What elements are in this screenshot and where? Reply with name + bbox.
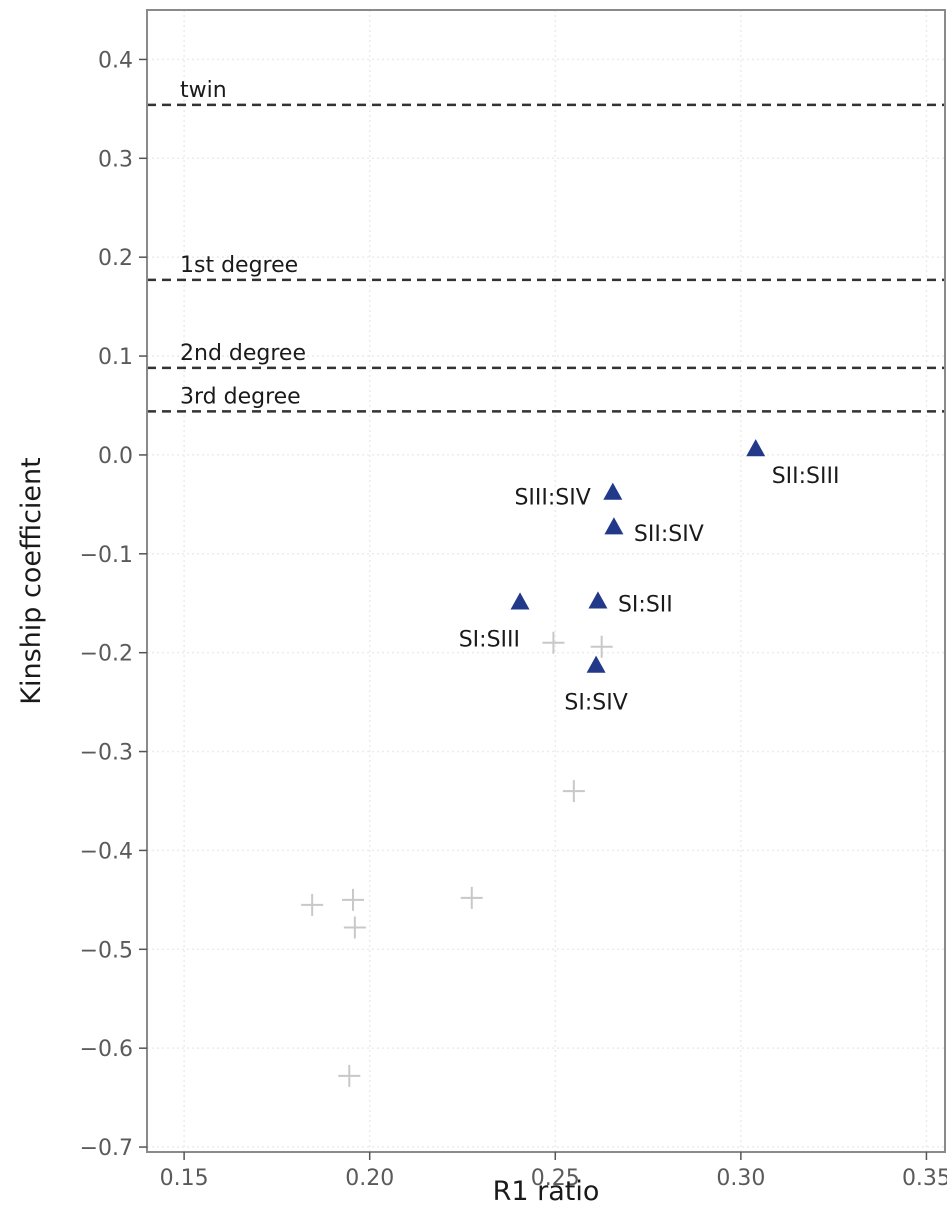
x-tick-label: 0.35 xyxy=(902,1166,947,1191)
point-label: SI:SIII xyxy=(459,627,520,652)
cross-point xyxy=(542,631,565,654)
triangle-point xyxy=(604,517,624,535)
x-axis-title: R1 ratio xyxy=(493,1176,600,1207)
cross-points xyxy=(301,631,613,1087)
cross-point xyxy=(460,886,483,909)
y-tick-label: −0.1 xyxy=(80,543,133,568)
y-tick-label: 0.2 xyxy=(98,246,133,271)
point-label: SII:SIII xyxy=(772,464,840,489)
y-tick-label: 0.3 xyxy=(98,147,133,172)
y-axis-ticks: 0.4 0.3 0.2 0.1 0.0 −0.1 −0.2 −0.3 −0.4 −0.5 −0.6 −… xyxy=(80,48,147,1161)
cross-point xyxy=(341,888,364,911)
x-tick-label: 0.15 xyxy=(160,1166,209,1191)
triangle-point xyxy=(603,482,623,500)
x-tick-label: 0.30 xyxy=(716,1166,765,1191)
cross-point xyxy=(301,893,324,916)
y-tick-label: −0.6 xyxy=(80,1037,133,1062)
reference-lines xyxy=(147,103,945,413)
reference-line-label: twin xyxy=(180,78,227,103)
y-tick-label: −0.4 xyxy=(80,839,133,864)
x-tick-label: 0.25 xyxy=(531,1166,580,1191)
y-tick-label: −0.5 xyxy=(80,938,133,963)
cross-point xyxy=(562,780,585,803)
triangle-point xyxy=(586,655,606,673)
cross-point xyxy=(338,1064,361,1087)
y-tick-label: −0.2 xyxy=(80,642,133,667)
y-axis-title: Kinship coefficient xyxy=(16,457,47,704)
plot-panel-border xyxy=(146,9,946,1153)
triangle-points xyxy=(510,439,766,673)
cross-point xyxy=(343,916,366,939)
x-axis-ticks: 0.15 0.20 0.25 0.30 0.35 xyxy=(160,1152,947,1191)
x-tick-label: 0.20 xyxy=(345,1166,394,1191)
triangle-point xyxy=(510,592,530,610)
cross-point xyxy=(590,635,613,658)
reference-line-label: 2nd degree xyxy=(180,341,306,366)
point-label: SII:SIV xyxy=(634,522,704,547)
reference-line-label: 3rd degree xyxy=(180,384,301,409)
y-tick-label: 0.1 xyxy=(98,345,133,370)
y-tick-label: −0.7 xyxy=(80,1136,133,1161)
point-label: SI:SIV xyxy=(564,691,627,716)
point-labels: SII:SIII SIII:SIV SII:SIV SI:SII SI:SIII SI:S… xyxy=(459,464,840,716)
triangle-point xyxy=(746,439,766,457)
y-tick-label: 0.0 xyxy=(98,444,133,469)
triangle-point xyxy=(588,591,608,609)
reference-line-label: 1st degree xyxy=(180,253,298,278)
y-tick-label: 0.4 xyxy=(98,48,133,73)
reference-labels: twin 1st degree 2nd degree 3rd degree xyxy=(180,78,306,410)
y-tick-label: −0.3 xyxy=(80,741,133,766)
point-label: SIII:SIV xyxy=(514,486,590,511)
point-label: SI:SII xyxy=(618,592,673,617)
grid-lines xyxy=(147,10,945,1152)
